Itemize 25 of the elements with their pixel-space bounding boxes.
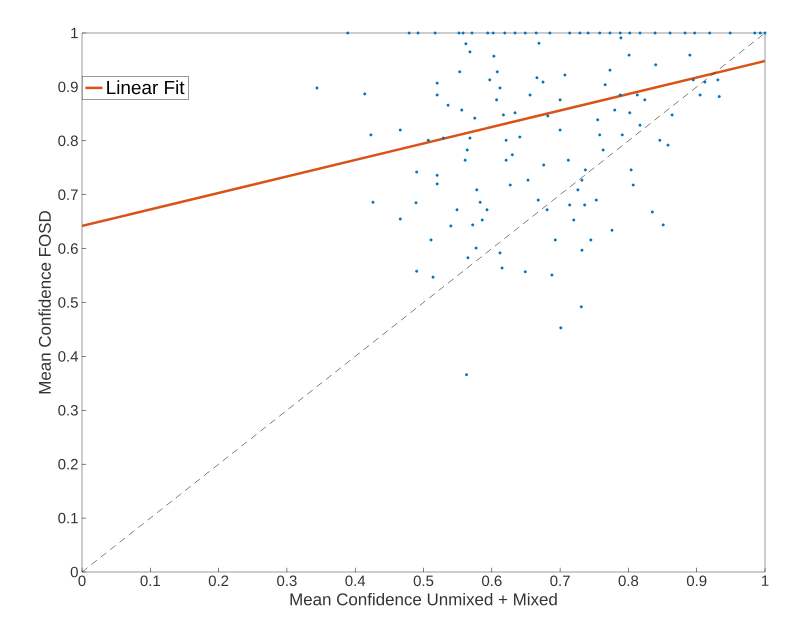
- x-tick-label: 0.2: [208, 576, 228, 586]
- y-tick-label: 0.2: [58, 458, 78, 470]
- x-tick-label: 0.7: [550, 576, 570, 586]
- x-tick-label: 0.5: [414, 576, 434, 586]
- y-tick-label: 0.1: [58, 512, 78, 524]
- y-tick-label: 0.4: [58, 351, 78, 362]
- x-tick-label: 0.9: [686, 576, 706, 586]
- x-tick-label: 0.3: [277, 576, 297, 586]
- y-tick-label: 0.6: [58, 243, 78, 254]
- x-axis-title: Mean Confidence Unmixed + Mixed: [290, 592, 557, 606]
- y-tick-label: 0.9: [58, 82, 78, 92]
- y-tick-label: 0.5: [58, 297, 78, 308]
- x-tick-label: 0: [78, 576, 86, 586]
- legend-label: Linear Fit: [107, 80, 184, 94]
- x-tick-label: 0.8: [618, 576, 638, 586]
- y-axis-title: Mean Confidence FOSD: [38, 211, 51, 394]
- y-tick-label: 0.7: [58, 189, 78, 200]
- x-tick-label: 0.4: [345, 576, 366, 586]
- x-tick-label: 0.6: [482, 576, 502, 586]
- y-tick-label: 0.3: [58, 405, 78, 416]
- x-tick-label: 1: [762, 576, 768, 586]
- y-tick-label: 0: [70, 566, 78, 578]
- y-tick-label: 1: [71, 28, 78, 38]
- x-tick-label: 0.1: [140, 576, 160, 586]
- y-tick-label: 0.8: [58, 136, 78, 146]
